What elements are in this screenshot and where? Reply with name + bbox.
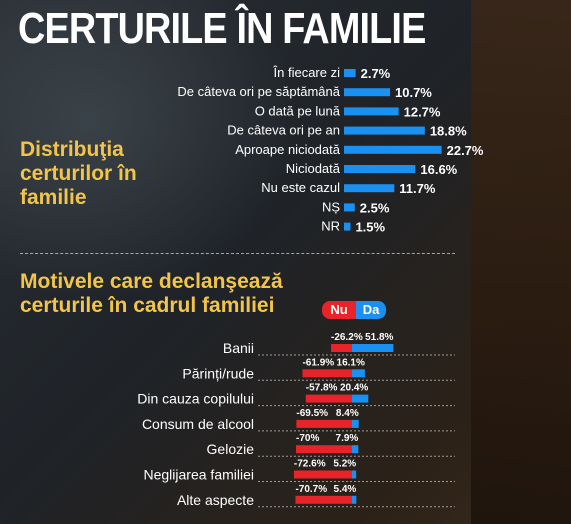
reason-da-value-label: 51.8% (365, 332, 393, 343)
reason-bar-da (352, 470, 357, 479)
dist-bar (344, 145, 442, 154)
dist-value-label: 1.5% (355, 220, 385, 235)
dist-value-label: 16.6% (420, 162, 457, 177)
reason-bar-nu (295, 495, 352, 504)
dist-value-label: 2.5% (360, 200, 390, 215)
reason-bar-da (352, 495, 357, 504)
background-wood-panel (471, 0, 571, 524)
dist-bar (344, 184, 395, 193)
dist-bar (344, 203, 355, 212)
dist-value-label: 2.7% (361, 66, 391, 81)
reason-nu-value-label: -26.2% (331, 332, 363, 343)
reason-bar-da (352, 419, 359, 428)
section-divider (20, 253, 455, 254)
section-label-reasons: Motivele care declanşează certurile în c… (20, 270, 283, 318)
dist-bar (344, 107, 399, 116)
legend-nu: Nu (322, 301, 356, 319)
reason-bar-da (352, 445, 359, 454)
dist-category-label: O dată pe lună (255, 103, 341, 118)
dist-value-label: 11.7% (399, 181, 436, 196)
dist-value-label: 12.7% (404, 104, 441, 119)
page-title: CERTURILE ÎN FAMILIE (18, 4, 426, 53)
dist-category-label: NȘ (322, 199, 340, 214)
reason-category-label: Alte aspecte (177, 492, 254, 508)
reason-da-value-label: 20.4% (340, 383, 368, 394)
legend-da: Da (356, 301, 386, 319)
reason-nu-value-label: -72.6% (294, 459, 326, 470)
reason-nu-value-label: -57.8% (306, 383, 338, 394)
dist-category-label: De câteva ori pe an (227, 123, 340, 138)
reason-da-value-label: 7.9% (336, 433, 359, 444)
reason-nu-value-label: -70.7% (295, 484, 327, 495)
background-window-glow (0, 0, 300, 300)
dist-bar (344, 126, 425, 135)
reason-category-label: Banii (223, 340, 254, 356)
dist-category-label: De câteva ori pe săptămână (177, 84, 340, 99)
reason-bar-nu (305, 394, 352, 403)
reason-nu-value-label: -69.5% (296, 408, 328, 419)
dist-bar (344, 69, 356, 77)
reason-da-value-label: 16.1% (337, 357, 365, 368)
reason-category-label: Părinți/rude (182, 365, 254, 381)
reason-da-value-label: 5.4% (334, 484, 357, 495)
reason-bar-nu (293, 470, 352, 479)
dist-value-label: 22.7% (447, 143, 484, 158)
reason-bar-nu (331, 344, 352, 352)
dist-category-label: În fiecare zi (273, 65, 341, 80)
reason-category-label: Din cauza copilului (137, 391, 254, 407)
reason-bar-nu (302, 369, 352, 378)
reason-bar-nu (296, 445, 352, 454)
dist-bar (344, 165, 416, 173)
dist-value-label: 18.8% (430, 124, 467, 139)
section-label-distribution: Distribuţia certurilor în familie (20, 138, 137, 210)
reason-bar-da (352, 344, 394, 352)
dist-bar (344, 222, 351, 231)
dist-value-label: 10.7% (395, 85, 432, 100)
reason-da-value-label: 5.2% (333, 459, 356, 470)
dist-category-label: Niciodată (286, 161, 341, 176)
reason-bar-nu (296, 419, 352, 428)
reason-nu-value-label: -70% (296, 433, 319, 444)
reason-category-label: Gelozie (207, 441, 255, 457)
reason-category-label: Consum de alcool (142, 416, 254, 432)
dist-bar (344, 88, 391, 97)
dist-category-label: Nu este cazul (261, 180, 340, 195)
reason-category-label: Neglijarea familiei (144, 467, 255, 483)
reason-nu-value-label: -61.9% (302, 357, 334, 368)
reason-da-value-label: 8.4% (336, 408, 359, 419)
reason-bar-da (352, 369, 365, 378)
dist-category-label: NR (321, 219, 340, 234)
reason-bar-da (352, 394, 369, 403)
dist-category-label: Aproape niciodată (235, 142, 341, 157)
